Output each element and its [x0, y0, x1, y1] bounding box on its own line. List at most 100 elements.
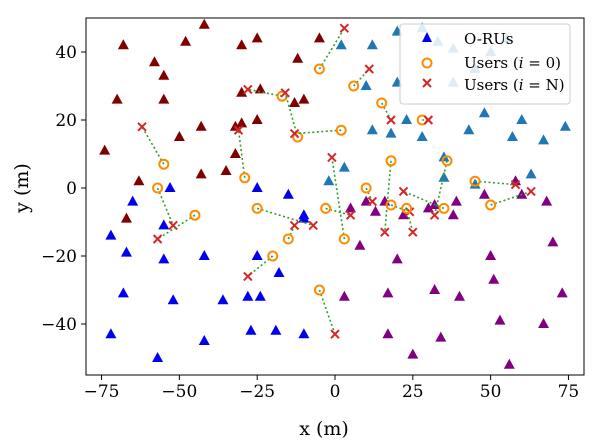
user-trajectory — [403, 190, 445, 210]
axes: −75 −50 −25 0 25 50 75 −40 −20 0 20 40 — [41, 17, 585, 402]
oru-marker — [429, 284, 441, 294]
x-tick-label: −25 — [239, 382, 275, 402]
user-start-marker — [360, 182, 372, 194]
x-axis-label: x (m) — [299, 418, 349, 440]
oru-marker — [525, 168, 537, 179]
user-end-marker-stroke — [280, 88, 290, 98]
user-start-marker — [376, 97, 388, 109]
user-end-marker-stroke — [526, 186, 536, 197]
user-end-marker-stroke — [364, 64, 374, 74]
oru-marker — [338, 161, 350, 172]
oru-marker — [454, 290, 465, 301]
user-start-marker — [348, 80, 360, 92]
oru-marker — [158, 93, 170, 104]
user-end-marker — [380, 227, 390, 237]
oru-marker — [273, 267, 285, 277]
oru-marker — [416, 131, 428, 141]
oru-marker — [220, 165, 232, 175]
legend-user-start-marker — [421, 57, 433, 69]
oru-marker — [541, 195, 553, 206]
user-end-marker-stroke — [289, 128, 300, 139]
user-start-marker — [401, 202, 413, 214]
user-start-marker — [335, 124, 347, 136]
oru-marker — [360, 195, 372, 206]
x-tick-label: 25 — [402, 382, 424, 402]
user-end-marker — [423, 115, 434, 125]
user-start-marker — [152, 182, 164, 194]
user-end-marker-stroke — [408, 227, 418, 237]
oru-marker — [503, 358, 515, 369]
user-end-marker — [308, 220, 318, 231]
user-trajectory — [318, 289, 336, 335]
oru-marker — [117, 287, 129, 298]
oru-marker — [382, 287, 394, 298]
oru-marker — [478, 107, 490, 118]
user-trajectory — [384, 160, 392, 233]
oru-marker — [450, 195, 462, 206]
user-end-marker — [233, 125, 244, 135]
oru-marker — [105, 229, 117, 240]
oru-marker — [158, 69, 170, 80]
user-trajectory — [331, 157, 346, 240]
oru-marker — [105, 328, 117, 339]
oru-marker — [345, 202, 357, 213]
oru-marker — [254, 290, 266, 301]
user-end-marker-stroke — [137, 122, 147, 132]
user-end-marker — [243, 271, 253, 282]
user-trajectory — [157, 214, 196, 240]
x-tick-label: 50 — [480, 382, 502, 402]
user-start-marker — [338, 233, 350, 245]
user-end-marker — [408, 227, 418, 237]
user-trajectory — [294, 129, 342, 135]
oru-marker — [422, 202, 434, 213]
oru-marker — [148, 56, 160, 67]
legend-user-end-marker — [422, 78, 432, 88]
oru-marker — [313, 32, 325, 43]
oru-marker — [447, 209, 459, 220]
user-start-marker — [239, 172, 251, 184]
legend-user-start-label: Users (i = 0) — [464, 54, 561, 72]
oru-marker — [360, 80, 372, 90]
oru-marker — [282, 188, 294, 199]
user-end-marker — [280, 88, 290, 98]
oru-marker — [198, 335, 210, 345]
y-tick-label: −40 — [41, 315, 77, 335]
user-end-marker-stroke — [339, 23, 350, 33]
y-tick-label: 20 — [55, 111, 77, 131]
legend-user-end-label: Users (i = N) — [464, 76, 565, 94]
user-end-marker — [152, 234, 163, 244]
user-end-marker — [364, 64, 374, 74]
oru-marker — [538, 134, 550, 145]
oru-marker — [298, 328, 310, 339]
user-end-marker-stroke — [308, 220, 318, 231]
oru-marker — [494, 314, 506, 325]
oru-marker — [407, 348, 419, 359]
oru-marker — [270, 324, 282, 335]
oru-marker — [438, 171, 450, 182]
oru-marker — [354, 239, 366, 250]
oru-marker — [120, 212, 132, 223]
user-end-marker — [367, 196, 378, 207]
user-end-marker — [243, 84, 253, 95]
oru-marker — [335, 39, 347, 50]
oru-marker — [391, 253, 403, 264]
user-end-marker — [327, 152, 337, 163]
y-tick-label: 0 — [66, 179, 77, 199]
user-trajectory — [433, 160, 448, 216]
user-end-marker-stroke — [327, 152, 337, 163]
oru-marker — [401, 114, 413, 124]
oru-marker — [251, 182, 263, 192]
x-tick-label: −75 — [84, 382, 120, 402]
user-start-marker — [313, 284, 325, 296]
oru-marker — [117, 39, 129, 50]
user-end-marker-stroke — [423, 115, 434, 125]
oru-marker — [173, 131, 185, 141]
oru-marker — [338, 290, 350, 301]
y-tick-label: 40 — [55, 43, 77, 63]
user-end-marker — [137, 122, 147, 132]
oru-marker — [298, 209, 310, 220]
user-end-marker — [339, 23, 350, 33]
x-tick-label: −50 — [161, 382, 197, 402]
user-end-marker-stroke — [243, 84, 253, 95]
user-start-marker — [385, 199, 397, 211]
